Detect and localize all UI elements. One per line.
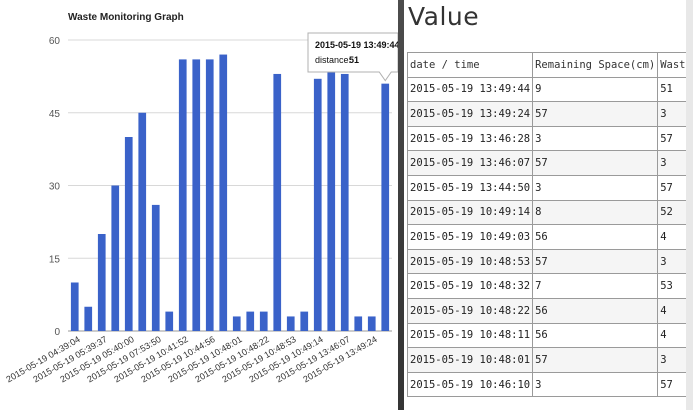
table-row: 2015-05-19 10:48:53 57 3 <box>406 248 686 275</box>
cell-waste-distance: 3 <box>657 347 686 373</box>
cell-waste-distance: 4 <box>657 322 686 349</box>
bar <box>286 316 295 331</box>
cell-remaining-space: 57 <box>532 150 659 176</box>
table-row: 2015-05-19 13:44:50 3 57 <box>406 174 686 201</box>
chart-panel: Waste Monitoring Graph 0 15 30 45 60 2015-05-1… <box>4 12 398 385</box>
cell-waste-distance: 57 <box>657 174 686 201</box>
bar <box>300 311 309 331</box>
cell-datetime: 2015-05-19 13:44:50 <box>406 174 534 201</box>
cell-datetime: 2015-05-19 13:46:28 <box>406 125 534 152</box>
bar <box>97 234 106 331</box>
bar <box>84 306 93 331</box>
cell-remaining-space: 8 <box>532 199 659 226</box>
readings-table: date / time Remaining Space(cm) Waste di… <box>406 52 686 398</box>
bar <box>111 185 120 331</box>
tooltip-value: 51 <box>349 55 359 65</box>
tooltip-box <box>307 32 398 82</box>
column-header-datetime: date / time <box>406 52 534 78</box>
bar <box>259 311 268 331</box>
cell-datetime: 2015-05-19 10:48:53 <box>406 248 534 275</box>
cell-remaining-space: 3 <box>532 125 659 152</box>
y-tick-label: 0 <box>54 327 60 338</box>
table-row: 2015-05-19 10:48:11 56 4 <box>406 322 686 349</box>
cell-remaining-space: 56 <box>532 224 659 250</box>
bar <box>178 59 187 332</box>
y-tick-label: 45 <box>49 109 61 120</box>
bar <box>205 59 214 332</box>
y-tick-label: 15 <box>49 254 61 265</box>
cell-remaining-space: 57 <box>532 248 659 275</box>
bar <box>151 204 160 331</box>
bar <box>381 83 390 332</box>
waste-monitoring-chart: Waste Monitoring Graph 0 15 30 45 60 2015-05-1… <box>4 12 398 385</box>
cell-waste-distance: 57 <box>657 371 686 398</box>
cell-datetime: 2015-05-19 13:46:07 <box>406 150 534 176</box>
cell-datetime: 2015-05-19 10:46:10 <box>406 371 534 398</box>
table-row: 2015-05-19 13:46:07 57 3 <box>406 150 686 176</box>
cell-waste-distance: 51 <box>657 76 686 103</box>
table-row: 2015-05-19 10:49:03 56 4 <box>406 224 686 250</box>
cell-remaining-space: 56 <box>532 297 659 324</box>
cell-datetime: 2015-05-19 10:49:14 <box>406 199 534 226</box>
bar <box>219 54 228 332</box>
tooltip-date: 2015-05-19 13:49:44 <box>315 40 398 50</box>
cell-waste-distance: 3 <box>657 150 686 176</box>
cell-waste-distance: 3 <box>657 101 686 127</box>
column-header-waste-distance: Waste distance(cm) <box>657 52 686 78</box>
cell-datetime: 2015-05-19 13:49:24 <box>406 101 534 127</box>
cell-remaining-space: 7 <box>532 273 659 299</box>
column-header-remaining-space: Remaining Space(cm) <box>532 52 659 78</box>
table-row: 2015-05-19 10:49:14 8 52 <box>406 199 686 226</box>
table-row: 2015-05-19 10:46:10 3 57 <box>406 371 686 398</box>
bar <box>192 59 201 332</box>
table-row: 2015-05-19 13:49:44 9 51 <box>406 76 686 103</box>
cell-remaining-space: 3 <box>532 371 659 398</box>
cell-datetime: 2015-05-19 10:49:03 <box>406 224 534 250</box>
table-row: 2015-05-19 13:49:24 57 3 <box>406 101 686 127</box>
cell-datetime: 2015-05-19 10:48:01 <box>406 347 534 373</box>
table-row: 2015-05-19 10:48:22 56 4 <box>406 297 686 324</box>
cell-datetime: 2015-05-19 13:49:44 <box>406 76 534 103</box>
table-row: 2015-05-19 13:46:28 3 57 <box>406 125 686 152</box>
bar <box>367 316 376 331</box>
value-table-panel: Value date / time Remaining Space(cm) Wa… <box>404 0 686 410</box>
bar <box>313 78 322 331</box>
tooltip-label: distance: <box>315 55 351 65</box>
cell-waste-distance: 4 <box>657 224 686 250</box>
value-heading: Value <box>408 2 480 31</box>
chart-title: Waste Monitoring Graph <box>68 12 184 23</box>
cell-waste-distance: 57 <box>657 125 686 152</box>
bar <box>273 73 282 331</box>
cell-datetime: 2015-05-19 10:48:32 <box>406 273 534 299</box>
cell-remaining-space: 57 <box>532 347 659 373</box>
table-row: 2015-05-19 10:48:01 57 3 <box>406 347 686 373</box>
bar <box>246 311 255 331</box>
cell-waste-distance: 52 <box>657 199 686 226</box>
cell-remaining-space: 9 <box>532 76 659 103</box>
cell-waste-distance: 3 <box>657 248 686 275</box>
cell-datetime: 2015-05-19 10:48:22 <box>406 297 534 324</box>
cell-datetime: 2015-05-19 10:48:11 <box>406 322 534 349</box>
bar <box>165 311 174 331</box>
bar <box>232 316 241 331</box>
cell-waste-distance: 53 <box>657 273 686 299</box>
y-tick-label: 60 <box>49 36 61 47</box>
cell-waste-distance: 4 <box>657 297 686 324</box>
cell-remaining-space: 56 <box>532 322 659 349</box>
table-row: 2015-05-19 10:48:32 7 53 <box>406 273 686 299</box>
window-edge <box>686 0 693 410</box>
cell-remaining-space: 3 <box>532 174 659 201</box>
bar <box>354 316 363 331</box>
bar <box>138 112 147 331</box>
y-tick-label: 30 <box>49 182 61 193</box>
cell-remaining-space: 57 <box>532 101 659 127</box>
table-header-row: date / time Remaining Space(cm) Waste di… <box>406 52 686 78</box>
bar <box>124 137 133 331</box>
bar <box>327 54 336 332</box>
bar <box>70 282 79 331</box>
bar <box>340 73 349 331</box>
